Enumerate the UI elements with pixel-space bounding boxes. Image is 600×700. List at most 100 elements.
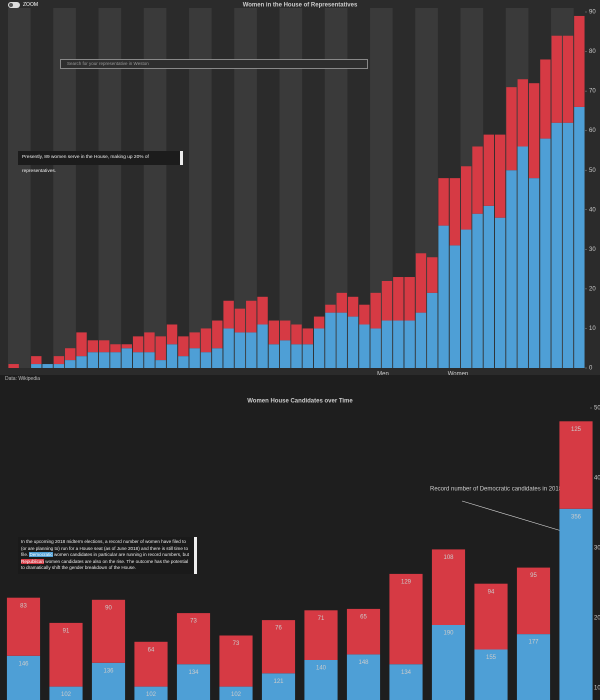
bar-segment [404,277,415,321]
bar-segment [559,421,593,509]
y-tick-label: 500 [594,406,600,412]
bar-segment [219,635,253,687]
y-tick-label: 40 [589,207,596,213]
value-label: 148 [358,660,369,666]
y-tick-label: 300 [594,546,600,552]
house-chart: Women in the House of Representatives Me… [0,0,600,375]
bar-segment [42,364,53,368]
value-label: 108 [443,555,454,561]
value-label: 356 [571,514,582,520]
y-tick-label: 100 [594,686,600,692]
bar-segment [98,352,110,368]
value-label: 140 [316,666,327,672]
bar-segment [540,59,551,139]
bar-segment [200,328,212,353]
value-label: 125 [571,427,582,433]
bar-segment [461,166,472,230]
y-tick-label: 80 [589,49,596,55]
zoom-toggle[interactable]: ZOOM [8,2,38,8]
bar-segment [144,352,155,368]
bar-segment [132,352,144,368]
bar-segment [393,277,404,321]
bar-segment [98,340,110,353]
value-label: 73 [190,619,197,625]
band [53,8,76,368]
bar-segment [246,332,257,368]
search-input[interactable]: Search for your representative in Weston [60,59,368,69]
value-label: 73 [233,641,240,647]
bar-segment [91,662,126,700]
bar-segment [291,344,302,368]
bar-segment [483,134,495,206]
bar-segment [474,649,508,700]
bar-segment [291,324,302,345]
bar-segment [346,654,381,700]
bar-segment [574,15,585,107]
paragraph: In the upcoming 2018 midterm elections, … [18,537,197,574]
bar-segment [427,292,438,368]
bar-segment [438,225,449,368]
toggle-men[interactable]: Men [377,372,389,375]
bar-segment [304,610,338,660]
y-tick-label: 30 [589,247,596,253]
value-label: 134 [401,670,412,676]
bar-segment [121,348,132,368]
bar-segment [212,320,223,349]
bar-segment [65,360,76,368]
bar-segment [53,364,65,368]
bar-segment [431,625,466,700]
value-label: 90 [105,605,112,611]
bar-segment [268,320,280,345]
bar-segment [540,138,551,368]
bar-segment [166,324,178,345]
bar-segment [347,296,359,317]
bar-segment [246,300,257,333]
bar-segment [461,229,472,368]
y-tick-label: 50 [589,168,596,174]
bar-segment [574,106,585,368]
value-label: 83 [20,603,27,609]
bar-segment [155,360,166,368]
band [234,8,257,368]
bar-segment [325,304,336,313]
value-label: 146 [18,661,29,667]
value-label: 71 [318,616,325,622]
bar-segment [6,597,41,656]
value-label: 102 [146,692,157,698]
bar-segment [393,320,404,368]
bar-segment [189,348,200,368]
bar-segment [370,292,381,329]
bar-segment [8,364,19,368]
y-tick-label: 70 [589,89,596,95]
y-tick-label: 60 [589,128,596,134]
bar-segment [449,245,461,368]
annotation: Record number of Democratic candidates i… [430,487,563,493]
bar-segment [189,332,200,349]
bar-segment [559,508,593,700]
chart-title: Women House Candidates over Time [247,399,353,405]
bar-segment [336,312,347,368]
bar-segment [87,340,99,353]
bar-segment [404,320,415,368]
bar-segment [268,344,280,368]
toggle-women[interactable]: Women [448,372,469,375]
y-tick-label: 20 [589,286,596,292]
band [98,8,122,368]
bar-segment [551,35,562,123]
bar-segment [200,352,212,368]
chart-title: Women in the House of Representatives [243,3,358,9]
bar-segment [370,328,381,368]
switch[interactable] [8,2,20,8]
annotation: Presently, 89 women serve in the House, … [18,151,183,174]
value-label: 177 [528,640,539,646]
band [324,8,348,368]
y-tick-label: 90 [589,10,596,16]
text: In the upcoming 2018 midterm elections, … [21,539,188,558]
bar-segment [76,332,87,357]
y-tick-label: 0 [589,366,593,372]
value-label: 190 [443,631,454,637]
bar-segment [257,296,268,325]
text: women candidates are also on the rise. T… [21,558,189,571]
bar-segment [261,673,296,700]
